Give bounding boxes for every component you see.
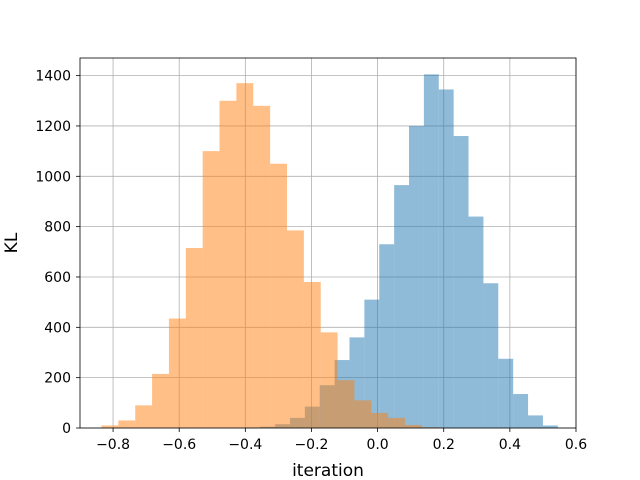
histogram-bar <box>286 230 304 428</box>
histogram-bar <box>409 125 424 429</box>
histogram-bar <box>270 163 287 428</box>
y-tick-label: 0 <box>62 421 71 437</box>
histogram-bar <box>253 105 271 429</box>
y-axis-label: KL <box>2 232 22 253</box>
histogram-series-1 <box>245 74 558 429</box>
histogram-bar <box>303 282 321 428</box>
histogram-bar <box>542 425 558 428</box>
x-tick-label: −0.2 <box>294 437 328 453</box>
y-tick-label: 600 <box>44 270 71 286</box>
histogram-bar <box>388 417 406 428</box>
x-tick-label: −0.8 <box>96 437 130 453</box>
histogram-bar <box>202 151 220 428</box>
histogram-series-2 <box>101 83 439 429</box>
histogram-bar <box>168 318 186 428</box>
histogram-bar <box>219 100 237 428</box>
histogram-bar <box>394 185 410 428</box>
x-tick-label: −0.4 <box>228 437 262 453</box>
x-axis-label: iteration <box>292 461 364 480</box>
x-tick-label: 0.4 <box>499 437 521 453</box>
histogram-bar <box>498 358 514 428</box>
x-tick-label: 0.0 <box>366 437 388 453</box>
histogram-bar <box>453 136 469 428</box>
histogram-bar <box>364 299 380 428</box>
histogram-bars <box>101 74 558 429</box>
histogram-bar <box>468 216 484 428</box>
x-tick-label: 0.6 <box>565 437 587 453</box>
y-tick-label: 400 <box>44 320 71 336</box>
axis-ticks: −0.8 −0.6 −0.4 −0.2 0.0 0.2 0.4 0.6 0 200 400 600 80… <box>35 69 587 453</box>
histogram-bar <box>405 424 422 428</box>
y-tick-label: 800 <box>44 220 71 236</box>
y-tick-label: 1400 <box>35 69 71 85</box>
histogram-bar <box>379 244 395 428</box>
x-tick-label: 0.2 <box>433 437 455 453</box>
histogram-bar <box>101 425 119 428</box>
histogram-bar <box>528 415 543 428</box>
histogram-bar <box>438 89 454 428</box>
histogram-bar <box>371 412 389 428</box>
histogram-bar <box>513 394 529 428</box>
x-tick-label: −0.6 <box>162 437 196 453</box>
y-tick-label: 1200 <box>35 119 71 135</box>
plot-frame <box>79 57 577 429</box>
histogram-bar <box>337 380 355 428</box>
histogram-bar <box>320 332 338 428</box>
y-tick-label: 1000 <box>35 169 71 185</box>
histogram-bar <box>152 373 169 428</box>
histogram-bar <box>354 400 372 428</box>
histogram-bar <box>483 283 499 428</box>
histogram-bar <box>135 405 153 428</box>
histogram-bar <box>423 74 439 429</box>
histogram-bar <box>236 83 254 428</box>
y-tick-label: 200 <box>44 371 71 387</box>
histogram-bar <box>118 420 136 428</box>
histogram-bar <box>185 248 203 428</box>
